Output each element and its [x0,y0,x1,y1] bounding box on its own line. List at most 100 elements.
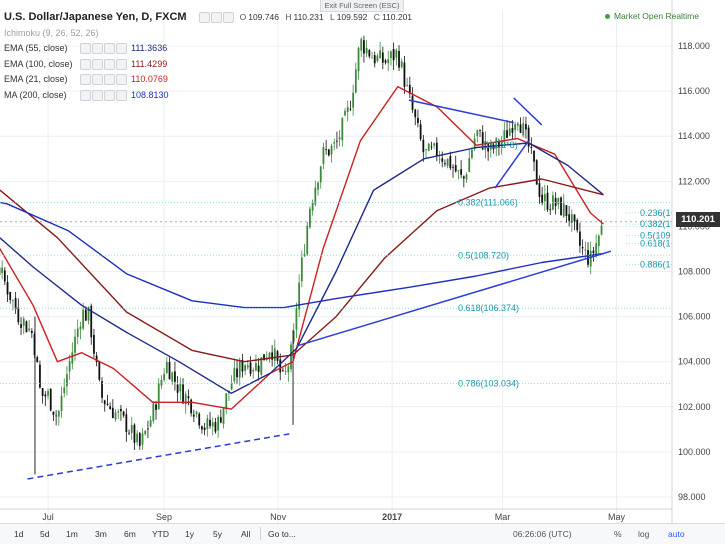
candle-body [439,159,441,160]
y-tick-label: 104.000 [678,357,711,367]
candle-body [441,158,443,161]
trendline[interactable] [28,434,290,479]
candle-body [1,268,3,273]
candle-body [244,365,246,371]
candle-body [139,433,141,446]
candle-body [325,149,327,150]
candle-body [239,362,241,378]
settings-icon[interactable] [92,59,103,70]
indicator-value: 108.8130 [131,88,169,104]
candle-body [155,404,157,409]
candle-body [339,137,341,139]
indicator-buttons [80,59,127,70]
timeframe-3m[interactable]: 3m [95,529,107,539]
timeframe-1y[interactable]: 1y [185,529,194,539]
close-label: C [374,12,380,22]
candle-body [9,292,11,300]
eye-icon[interactable] [80,74,91,85]
candle-body [320,167,322,183]
timeframe-ytd[interactable]: YTD [152,529,169,539]
timeframe-5y[interactable]: 5y [213,529,222,539]
indicator-row-ema21[interactable]: EMA (21, close) 110.0769 [4,72,412,88]
settings-icon[interactable] [92,43,103,54]
candle-body [77,329,79,337]
more-icon[interactable] [116,90,127,101]
trendline[interactable] [297,251,611,346]
settings-icon[interactable] [92,90,103,101]
indicator-row-ma200[interactable]: MA (200, close) 108.8130 [4,88,412,104]
candle-body [236,369,238,378]
candle-body [536,160,538,184]
x-tick-label: May [608,512,626,522]
fib-level-label: (111.2*8) [482,140,518,150]
timeframe-6m[interactable]: 6m [124,529,136,539]
candle-body [61,396,63,411]
candle-body [547,193,549,210]
trendline[interactable] [514,98,542,125]
close-icon[interactable] [104,59,115,70]
timeframe-all[interactable]: All [241,529,250,539]
candle-body [549,209,551,210]
close-icon[interactable] [223,12,234,23]
candle-body [169,362,171,379]
candle-body [336,141,338,142]
percent-toggle[interactable]: % [614,529,622,539]
candle-body [58,411,60,417]
y-tick-label: 108.000 [678,267,711,277]
indicator-name: MA (200, close) [4,88,76,104]
settings-icon[interactable] [211,12,222,23]
open-value: 109.746 [248,12,279,22]
candle-body [39,365,41,388]
candle-body [463,176,465,178]
timeframe-1m[interactable]: 1m [66,529,78,539]
candle-body [568,214,570,221]
more-icon[interactable] [116,43,127,54]
indicator-row-ema55[interactable]: EMA (55, close) 111.3636 [4,41,412,57]
y-tick-label: 118.000 [678,41,710,51]
y-tick-label: 112.000 [678,176,710,186]
timeframe-1d[interactable]: 1d [14,529,23,539]
candle-body [582,247,584,248]
status-dot-icon [605,14,610,19]
eye-icon[interactable] [80,59,91,70]
last-price-badge: 110.201 [676,212,720,227]
candle-body [444,163,446,164]
candle-body [250,363,252,374]
goto-button[interactable]: Go to... [268,529,296,539]
trendline[interactable] [409,100,514,123]
indicator-row-ema100[interactable]: EMA (100, close) 111.4299 [4,57,412,73]
close-icon[interactable] [104,74,115,85]
close-icon[interactable] [104,90,115,101]
indicator-row-ichimoku[interactable]: Ichimoku (9, 26, 52, 26) [4,26,412,42]
candle-body [147,428,149,429]
eye-icon[interactable] [80,43,91,54]
indicator-buttons [80,43,127,54]
candle-body [579,232,581,246]
eye-icon[interactable] [80,90,91,101]
candle-body [120,409,122,411]
more-icon[interactable] [116,74,127,85]
candle-body [420,124,422,139]
log-toggle[interactable]: log [638,529,649,539]
indicator-buttons [80,90,127,101]
candle-body [47,391,49,396]
candle-body [514,124,516,130]
candle-body [287,366,289,372]
candle-body [247,365,249,367]
candle-body [223,408,225,424]
symbol-title[interactable]: U.S. Dollar/Japanese Yen, D, FXCM [4,10,187,26]
candle-body [69,361,71,371]
close-icon[interactable] [104,43,115,54]
candle-body [117,411,119,412]
low-label: L [330,12,335,22]
close-value: 110.201 [382,12,412,22]
more-icon[interactable] [116,59,127,70]
candle-body [204,428,206,430]
auto-toggle[interactable]: auto [668,529,685,539]
eye-icon[interactable] [199,12,210,23]
settings-icon[interactable] [92,74,103,85]
timeframe-5d[interactable]: 5d [40,529,49,539]
indicator-name: EMA (21, close) [4,72,76,88]
candle-body [279,359,281,372]
